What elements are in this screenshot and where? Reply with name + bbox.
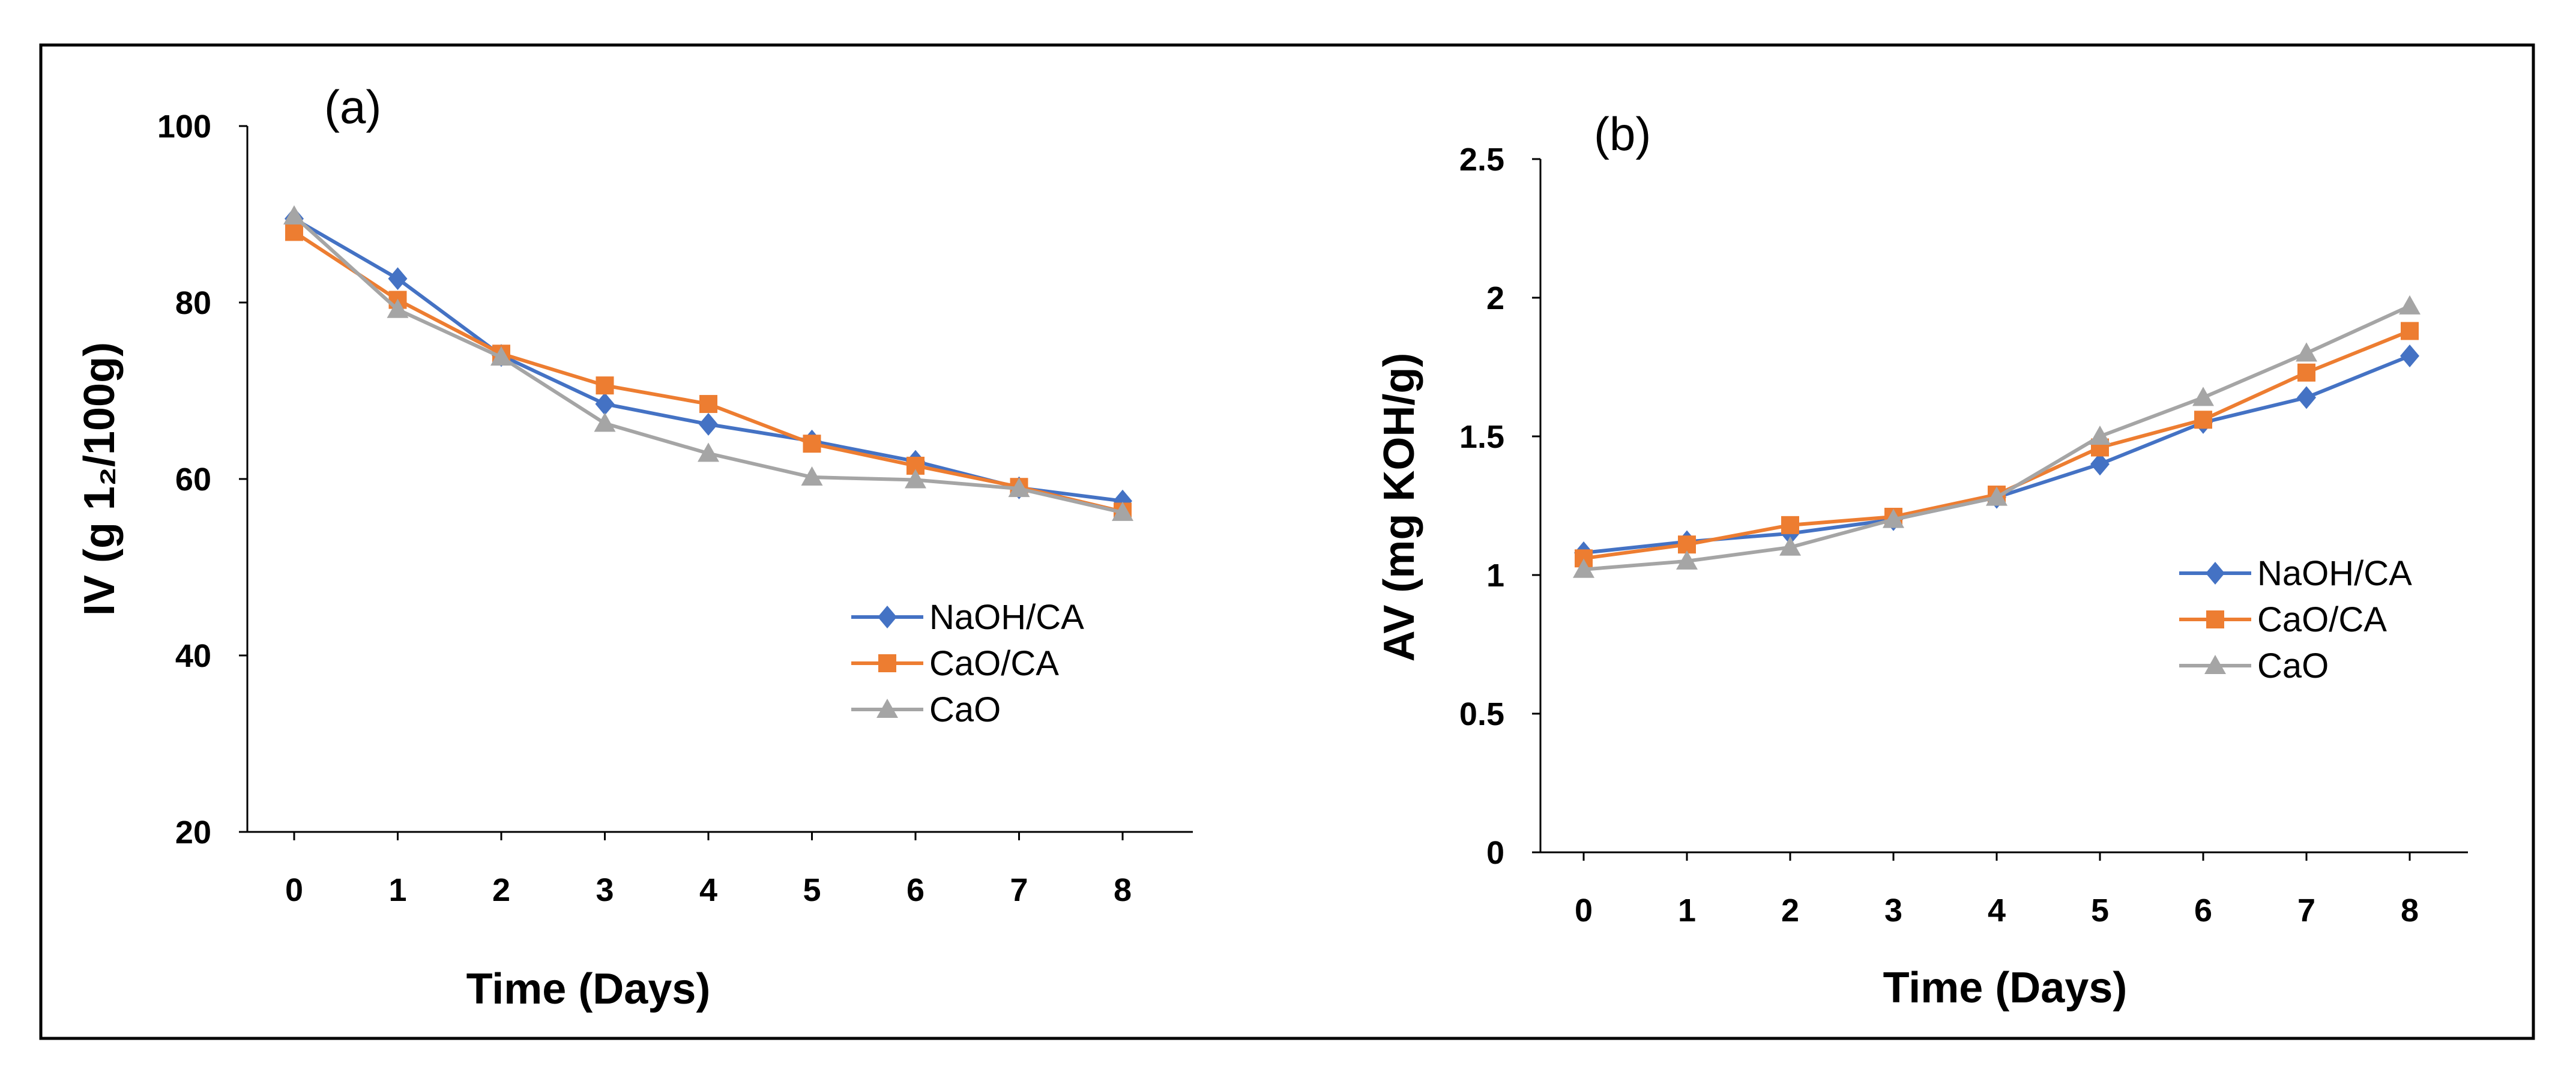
panel-a-y-tick-label: 20	[175, 815, 211, 851]
panel-b-y-axis-title: AV (mg KOH/g)	[1375, 353, 1423, 662]
panel-b-data-point	[2297, 386, 2316, 409]
panel-b-x-tick-label: 0	[1575, 893, 1593, 929]
panel-a-legend: NaOH/CA CaO/CA CaO	[851, 598, 1084, 729]
panel-a-legend-marker	[878, 654, 896, 672]
panel-a-data-point	[388, 267, 408, 291]
panel-b-data-point	[1779, 536, 1801, 556]
panel-a-x-tick-label: 1	[388, 872, 406, 908]
panel-b-x-tick-label: 8	[2401, 893, 2419, 929]
panel-a-y-tick-label: 80	[175, 285, 211, 321]
panel-b-y-tick-label: 1.5	[1459, 419, 1504, 455]
panel-b-data-point	[2089, 426, 2111, 445]
panel-b-data-point	[1781, 516, 1799, 534]
panel-b-data-point	[2297, 363, 2315, 382]
panel-b-x-axis-title: Time (Days)	[1883, 964, 2128, 1012]
panel-a-x-tick-label: 3	[596, 872, 614, 908]
panel-b-x-tick-label: 7	[2297, 893, 2315, 929]
panel-a-legend-label: CaO	[929, 690, 1001, 729]
panel-b-data-point	[1986, 486, 2007, 506]
panel-b-data-point	[2192, 387, 2214, 406]
panel-a-data-point	[283, 205, 305, 224]
panel-b-x-ticks: 0 1 2 3 4 5 6 7 8	[1575, 852, 2419, 929]
panel-b-legend-label: NaOH/CA	[2257, 554, 2412, 593]
panel-a-y-tick-label: 60	[175, 462, 211, 498]
panel-b-y-tick-label: 2.5	[1459, 142, 1504, 178]
figure-frame	[39, 43, 2535, 1040]
panel-b: 0 0.5 1 1.5 2 2.5 0 1 2 3 4 5 6 7 8 (b) Time (Days) A…	[1375, 107, 2468, 1012]
panel-a-x-ticks: 0 1 2 3 4 5 6 7 8	[285, 832, 1132, 908]
panel-a-data-point	[699, 412, 718, 436]
panel-a-data-point	[698, 442, 719, 462]
panel-a-legend-label: NaOH/CA	[929, 598, 1084, 637]
panel-b-y-ticks: 0 0.5 1 1.5 2 2.5	[1459, 142, 1540, 871]
panel-a-data-point	[699, 395, 717, 414]
panel-a-x-tick-label: 5	[803, 872, 821, 908]
panel-b-data-point	[1676, 550, 1698, 570]
panel-a-y-tick-label: 40	[175, 638, 211, 674]
panel-a-x-tick-label: 0	[285, 872, 303, 908]
panel-b-x-tick-label: 1	[1678, 893, 1696, 929]
panel-a-x-tick-label: 7	[1010, 872, 1028, 908]
panel-a-y-axis-title: IV (g 1₂/100g)	[76, 342, 124, 616]
panel-b-legend-label: CaO/CA	[2257, 600, 2387, 639]
panel-a-data-point	[905, 469, 926, 489]
panel-b-x-tick-label: 2	[1781, 893, 1799, 929]
panel-a-x-tick-label: 8	[1114, 872, 1132, 908]
panel-a-data-point	[490, 346, 512, 366]
panel-b-data-point	[2400, 345, 2419, 368]
panel-a-y-ticks: 20 40 60 80 100	[157, 109, 247, 851]
panel-a-data-point	[387, 298, 409, 318]
panel-a-data-point	[1008, 478, 1030, 498]
panel-b-data-point	[2194, 411, 2212, 429]
panel-b-legend: NaOH/CA CaO/CA CaO	[2179, 554, 2412, 685]
panel-b-label: (b)	[1594, 107, 1651, 160]
panel-a-data-point	[803, 435, 821, 453]
panel-b-series-layer	[1573, 295, 2421, 578]
panel-b-data-point	[2090, 453, 2110, 476]
panel-b-legend-marker	[2206, 610, 2224, 628]
panel-a-data-point	[594, 412, 616, 432]
panel-b-y-tick-label: 0.5	[1459, 696, 1504, 732]
panel-b-x-tick-label: 6	[2194, 893, 2212, 929]
panel-a: 20 40 60 80 100 0 1 2 3 4 5 6 7 8 (a) Time (Days) IV…	[76, 80, 1193, 1013]
panel-b-data-point	[2401, 322, 2419, 340]
panel-a-legend-label: CaO/CA	[929, 644, 1059, 683]
panel-b-legend-label: CaO	[2257, 646, 2329, 685]
panel-a-legend-marker	[878, 606, 897, 628]
panel-b-x-tick-label: 5	[2091, 893, 2109, 929]
panel-a-x-axis-title: Time (Days)	[466, 965, 711, 1013]
panel-a-data-point	[596, 376, 614, 395]
panel-b-data-point	[1883, 508, 1904, 528]
panel-a-x-tick-label: 4	[699, 872, 717, 908]
panel-b-data-point	[2399, 295, 2421, 315]
panel-a-series-layer	[283, 205, 1133, 521]
panel-a-data-point	[801, 466, 823, 486]
panel-a-data-point	[1112, 501, 1133, 521]
panel-b-x-tick-label: 3	[1884, 893, 1902, 929]
panel-b-y-tick-label: 1	[1486, 558, 1504, 594]
panel-b-y-tick-label: 2	[1486, 280, 1504, 316]
panel-a-data-point	[285, 223, 303, 241]
panel-b-data-point	[1573, 558, 1594, 578]
panel-a-x-tick-label: 6	[906, 872, 925, 908]
panel-a-label: (a)	[324, 80, 381, 133]
panel-a-data-point	[595, 393, 615, 416]
panel-b-legend-marker	[2206, 562, 2225, 585]
panel-a-legend-marker	[876, 699, 898, 718]
panel-a-y-tick-label: 100	[157, 109, 211, 145]
panel-b-legend-marker	[2204, 655, 2226, 674]
panel-b-y-tick-label: 0	[1486, 835, 1504, 871]
panel-b-data-point	[2296, 342, 2317, 362]
panel-b-x-tick-label: 4	[1988, 893, 2006, 929]
panel-a-x-tick-label: 2	[492, 872, 510, 908]
